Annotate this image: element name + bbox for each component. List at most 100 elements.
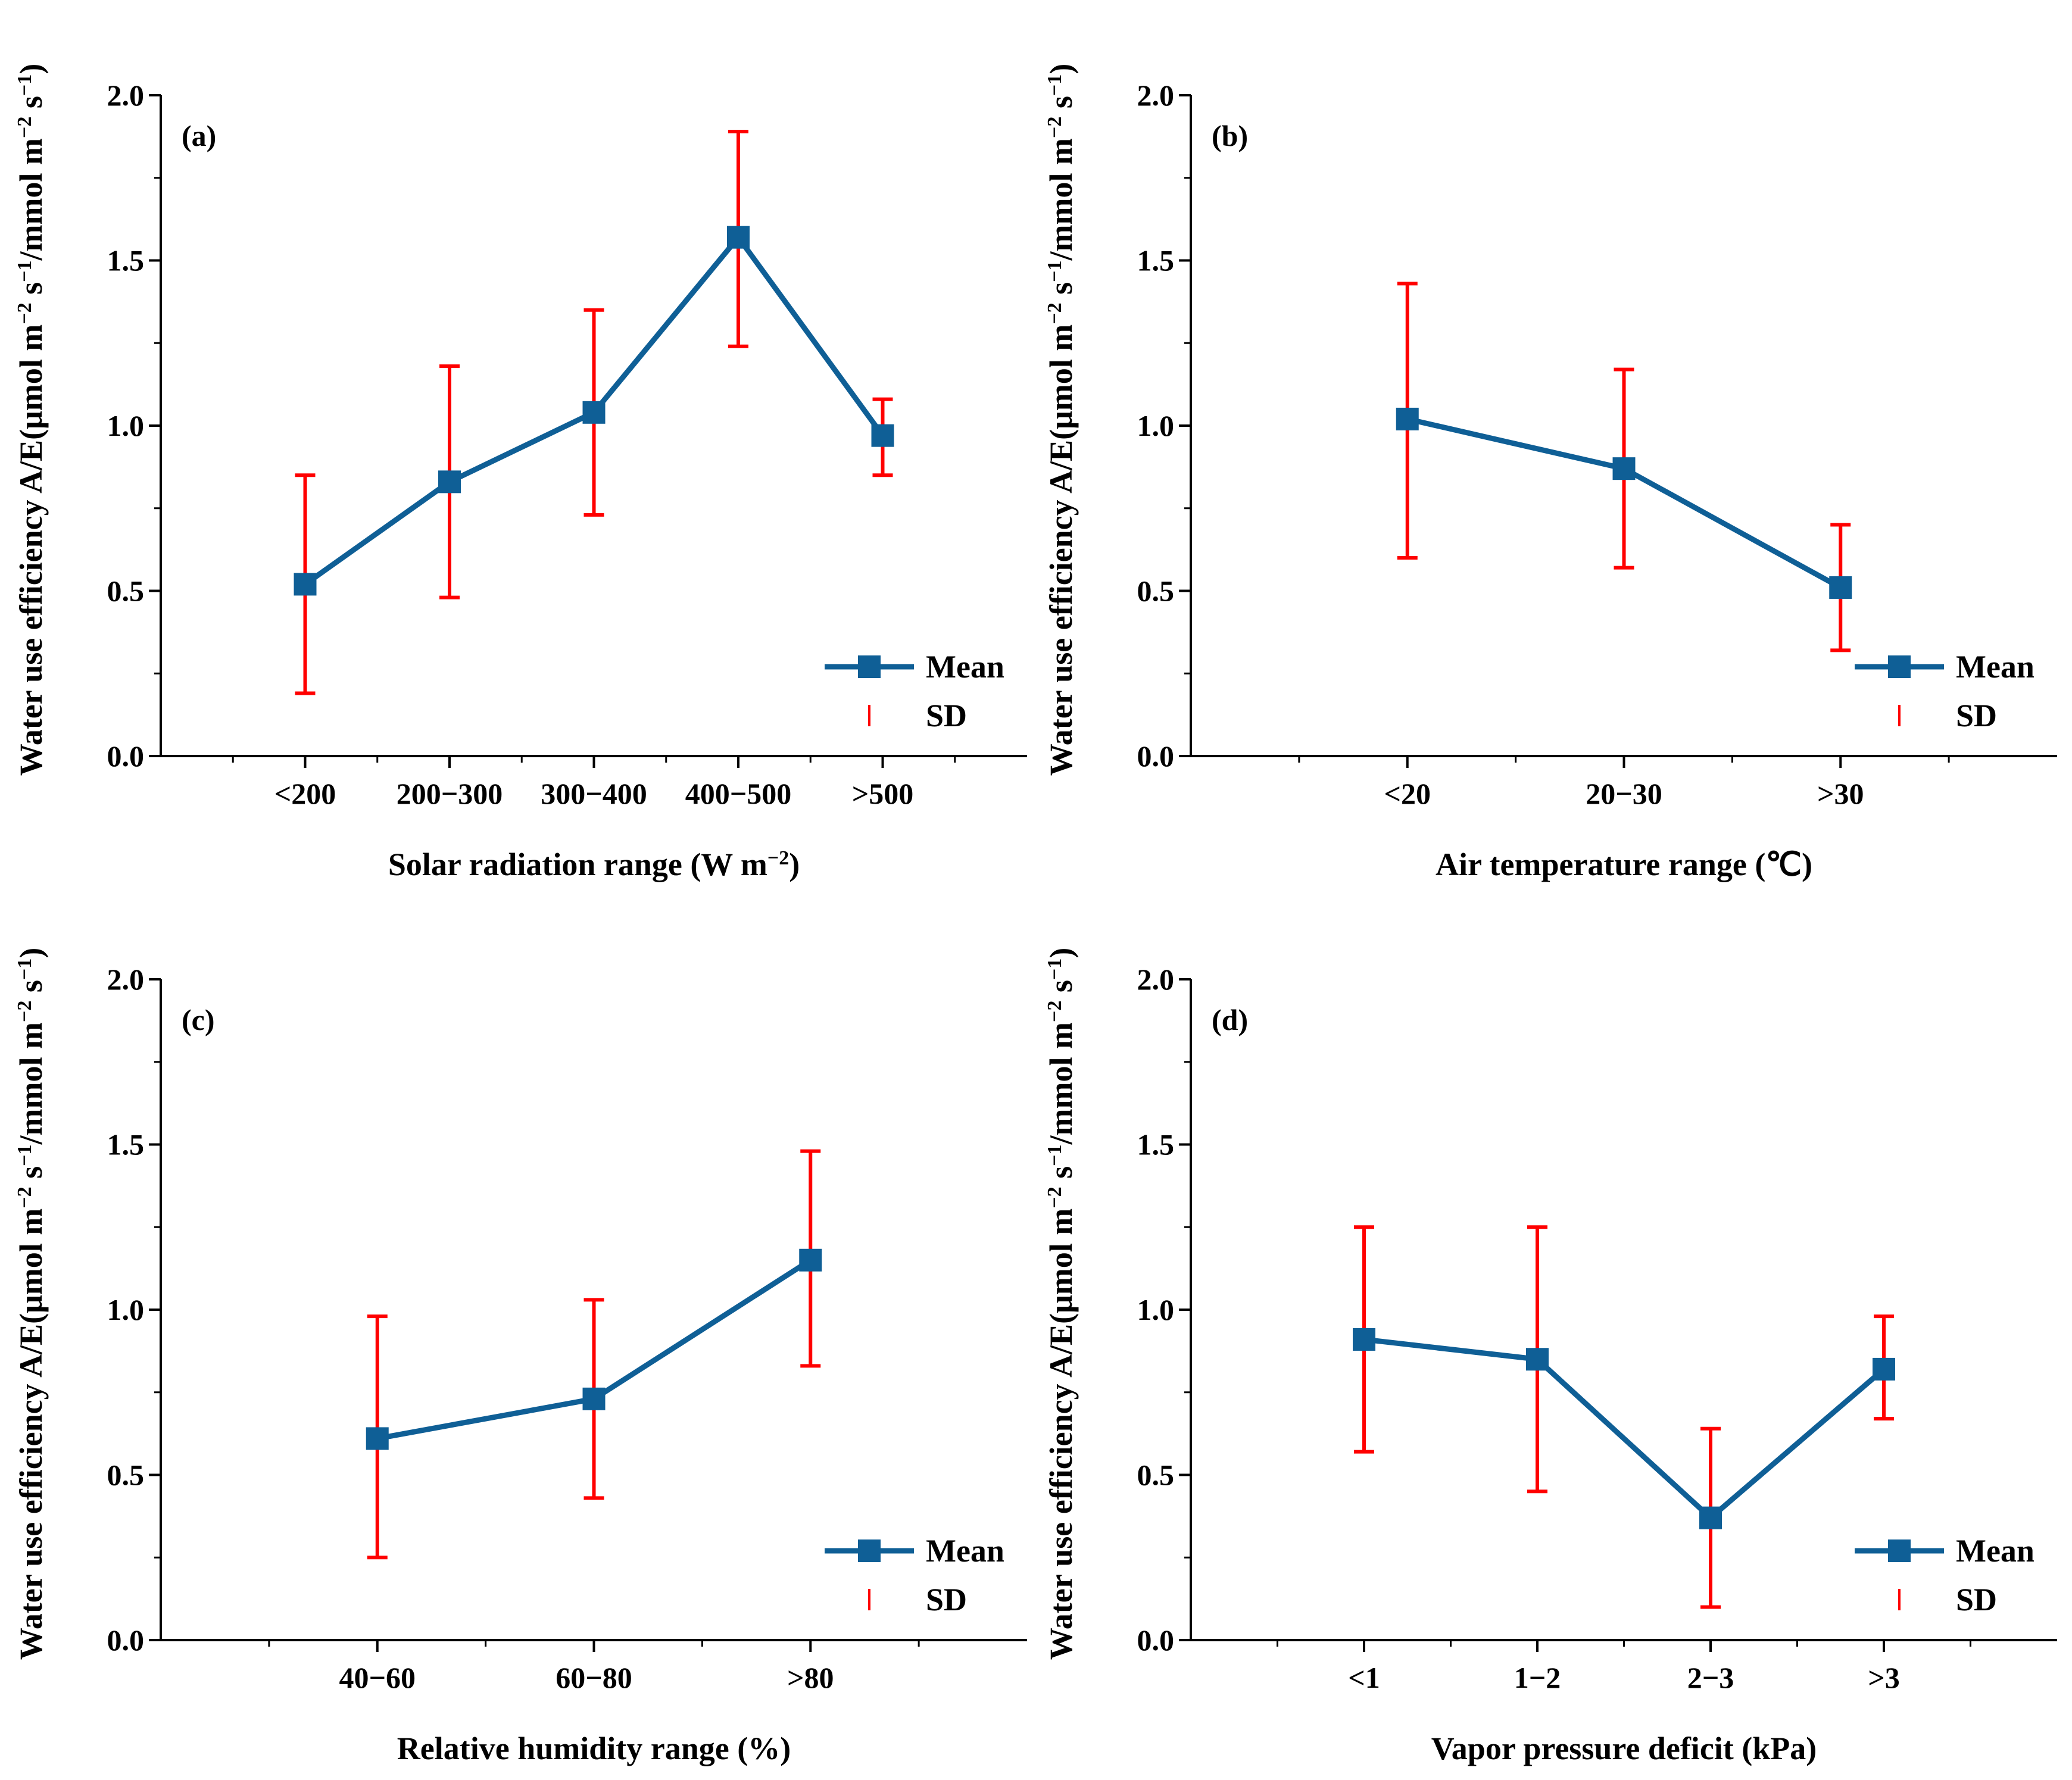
y-axis-title-part: /mmol m: [13, 1022, 49, 1145]
y-tick-label: 1.5: [107, 1128, 145, 1161]
mean-point: [1699, 1506, 1722, 1529]
legend-mean-marker: [1888, 1539, 1911, 1562]
mean-point: [582, 401, 606, 424]
mean-point: [366, 1427, 389, 1450]
y-axis-title-main: Water use efficiency A/E(μmol m: [1043, 324, 1079, 776]
y-axis-title-close: ): [1043, 64, 1079, 74]
y-axis-title-sup: −2: [14, 1001, 36, 1022]
y-axis-title-sup: −1: [14, 958, 36, 980]
y-tick-label: 1.5: [1137, 244, 1175, 277]
y-tick-label: 1.0: [1137, 1293, 1175, 1326]
y-tick-label: 0.5: [107, 574, 145, 608]
y-axis-title-part: s: [13, 282, 49, 303]
x-tick-label: 1−2: [1514, 1661, 1561, 1694]
x-axis-title-close: ): [789, 847, 800, 882]
mean-point: [1353, 1328, 1375, 1351]
y-axis-title: Water use efficiency A/E(μmol m−2 s−1/mm…: [13, 948, 49, 1660]
x-tick-label: >3: [1868, 1661, 1900, 1694]
y-axis-title-part: s: [1043, 980, 1079, 1001]
y-tick-label: 1.5: [1137, 1128, 1175, 1161]
x-tick-label: <20: [1384, 777, 1431, 810]
y-tick-label: 0.0: [107, 739, 145, 773]
x-tick-label: 300−400: [541, 777, 647, 810]
legend-mean-label: Mean: [1956, 649, 2034, 685]
legend-mean-label: Mean: [926, 649, 1004, 685]
mean-point: [799, 1248, 822, 1272]
mean-point: [438, 470, 461, 494]
legend-sd-label: SD: [1956, 698, 1997, 733]
x-tick-label: 2−3: [1687, 1661, 1734, 1694]
mean-point: [582, 1387, 606, 1410]
mean-point: [1526, 1348, 1549, 1371]
x-tick-label: 60−80: [556, 1661, 632, 1694]
y-axis-title-sup: −1: [1044, 74, 1066, 96]
y-axis-title-sup: −1: [14, 260, 36, 282]
x-tick-label: >30: [1817, 777, 1864, 810]
panel-label: (d): [1212, 1003, 1248, 1036]
y-axis-title-main: Water use efficiency A/E(μmol m: [1043, 1208, 1079, 1660]
x-axis-title-text: Solar radiation range (W m: [388, 847, 767, 882]
panel-label: (b): [1212, 119, 1248, 152]
y-axis-title-sup: −1: [1044, 958, 1066, 980]
y-tick-label: 0.0: [107, 1623, 145, 1657]
mean-point: [1873, 1357, 1895, 1381]
y-axis-title-sup: −2: [1044, 302, 1066, 324]
y-axis-title-close: ): [13, 64, 49, 74]
y-tick-label: 1.0: [107, 1293, 145, 1326]
legend-mean-marker: [1888, 655, 1911, 678]
y-tick-label: 0.0: [1137, 739, 1175, 773]
x-axis-title: Relative humidity range (%): [397, 1731, 791, 1766]
y-axis-title-part: /mmol m: [13, 138, 49, 261]
x-axis-title-sup: −2: [767, 847, 789, 869]
y-axis-title-part: s: [13, 980, 49, 1001]
mean-point: [1829, 576, 1852, 599]
y-tick-label: 2.0: [107, 79, 145, 112]
y-axis-title-part: /mmol m: [1043, 138, 1079, 261]
y-axis-title-sup: −1: [14, 74, 36, 96]
x-tick-label: <1: [1348, 1661, 1380, 1694]
y-tick-label: 2.0: [107, 963, 145, 996]
x-tick-label: 200−300: [397, 777, 503, 810]
mean-line: [1363, 1336, 1886, 1521]
x-axis-title-text: Relative humidity range (%): [397, 1731, 791, 1766]
y-tick-label: 1.5: [107, 244, 145, 277]
y-tick-label: 0.5: [1137, 574, 1175, 608]
x-tick-label: >500: [852, 777, 914, 810]
y-axis-title-part: /mmol m: [1043, 1022, 1079, 1145]
x-tick-label: 400−500: [685, 777, 792, 810]
legend-mean-label: Mean: [1956, 1533, 2034, 1569]
x-tick-label: <200: [274, 777, 336, 810]
y-axis-title-part: s: [1043, 1166, 1079, 1187]
legend-sd-label: SD: [926, 1582, 967, 1617]
x-axis-title: Air temperature range (℃): [1436, 847, 1812, 882]
y-axis-title-sup: −1: [1044, 1144, 1066, 1166]
y-axis-title-sup: −1: [1044, 260, 1066, 282]
panel-a: 0.0 0.5 1.0 1.5 2.0 <200 200−300 300−400 400−500…: [13, 64, 1027, 882]
y-axis-title-sup: −2: [1044, 1186, 1066, 1208]
y-tick-label: 1.0: [107, 409, 145, 442]
y-axis-title-part: s: [13, 1166, 49, 1187]
x-tick-label: >80: [787, 1661, 834, 1694]
y-axis-title-close: ): [1043, 948, 1079, 958]
x-axis-title: Vapor pressure deficit (kPa): [1431, 1731, 1817, 1766]
panel-c: 0.0 0.5 1.0 1.5 2.0 40−60 60−80 >80 (c) Mean SD Rel…: [13, 948, 1027, 1766]
legend-mean-marker: [858, 655, 881, 678]
y-axis-title-sup: −2: [14, 302, 36, 324]
y-axis-title-part: s: [1043, 96, 1079, 117]
legend-sd-label: SD: [1956, 1582, 1997, 1617]
y-axis-title-sup: −2: [14, 1186, 36, 1208]
x-axis-title: Solar radiation range (W m−2): [388, 847, 800, 882]
panel-label: (a): [182, 119, 216, 152]
panel-d: 0.0 0.5 1.0 1.5 2.0 <1 1−2 2−3 >3 (d) Mean SD Vapor …: [1043, 948, 2057, 1766]
x-axis-title-text: Air temperature range (℃): [1436, 847, 1812, 882]
legend-mean-marker: [858, 1539, 881, 1562]
panel-b: 0.0 0.5 1.0 1.5 2.0 <20 20−30 >30 (b) Mean SD Air t…: [1043, 64, 2057, 882]
y-axis-title-part: s: [13, 96, 49, 117]
y-axis-title-main: Water use efficiency A/E(μmol m: [13, 1208, 49, 1660]
legend-mean-label: Mean: [926, 1533, 1004, 1569]
mean-point: [871, 424, 894, 447]
mean-point: [727, 226, 750, 249]
y-axis-title-part: s: [1043, 282, 1079, 303]
legend-sd-label: SD: [926, 698, 967, 733]
x-axis-title-text: Vapor pressure deficit (kPa): [1431, 1731, 1817, 1766]
